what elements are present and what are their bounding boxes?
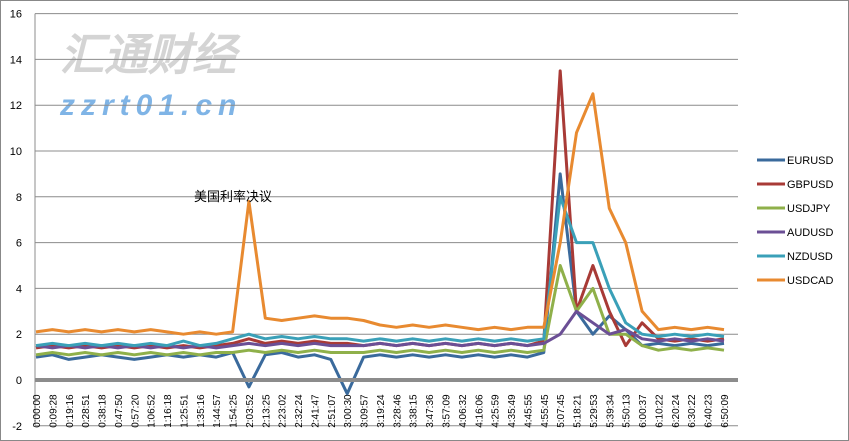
x-tick-label: 6:50:09 <box>720 394 731 428</box>
x-tick-label: 5:29:53 <box>589 394 600 428</box>
x-tick-label: 1:35:16 <box>196 394 207 428</box>
legend-label: USDCAD <box>787 275 834 287</box>
x-tick-label: 4:06:32 <box>458 394 469 428</box>
x-tick-label: 1:16:18 <box>163 394 174 428</box>
x-tick-label: 5:18:21 <box>573 394 584 428</box>
x-tick-label: 6:00:37 <box>638 394 649 428</box>
y-tick-label: 0 <box>16 375 22 387</box>
x-tick-label: 1:25:51 <box>179 394 190 428</box>
y-tick-label: 12 <box>10 100 22 112</box>
legend-label: NZDUSD <box>787 251 833 263</box>
x-tick-label: 3:00:30 <box>343 394 354 428</box>
x-tick-label: 1:54:25 <box>229 394 240 428</box>
y-tick-label: 16 <box>10 9 22 21</box>
series-line-nzdusd <box>35 195 725 348</box>
x-tick-label: 2:32:24 <box>294 394 305 428</box>
x-tick-label: 6:40:23 <box>704 394 715 428</box>
x-tick-label: 0:28:51 <box>81 394 92 428</box>
x-tick-label: 4:45:55 <box>523 394 534 428</box>
x-tick-label: 4:35:49 <box>507 394 518 428</box>
y-tick-label: 14 <box>10 54 22 66</box>
x-tick-label: 5:39:34 <box>605 394 616 428</box>
y-tick-label: -2 <box>12 421 22 433</box>
y-tick-label: 6 <box>16 238 22 250</box>
x-tick-label: 0:09:28 <box>48 394 59 428</box>
series-line-audusd <box>35 309 725 350</box>
x-tick-label: 5:50:13 <box>622 394 633 428</box>
legend-label: USDJPY <box>787 203 831 215</box>
x-tick-label: 6:20:24 <box>671 394 682 428</box>
x-tick-label: 6:10:22 <box>654 394 665 428</box>
x-tick-label: 6:30:22 <box>687 394 698 428</box>
x-tick-label: 5:07:45 <box>556 394 567 428</box>
legend-label: GBPUSD <box>787 179 834 191</box>
x-tick-label: 0:19:16 <box>65 394 76 428</box>
x-tick-label: 3:28:46 <box>392 394 403 428</box>
x-tick-label: 4:16:06 <box>474 394 485 428</box>
x-tick-label: 0:00:00 <box>32 394 43 428</box>
x-tick-label: 0:38:18 <box>98 394 109 428</box>
x-axis <box>35 378 738 382</box>
y-tick-label: 2 <box>16 329 22 341</box>
x-tick-label: 3:09:57 <box>360 394 371 428</box>
x-tick-label: 3:19:24 <box>376 394 387 428</box>
x-tick-label: 3:38:15 <box>409 394 420 428</box>
annotation-us-rate-decision: 美国利率决议 <box>194 189 272 204</box>
x-tick-label: 4:55:45 <box>540 394 551 428</box>
watermark: 汇通财经 zzrt01.cn <box>59 31 241 122</box>
x-tick-label: 2:03:52 <box>245 394 256 428</box>
x-tick-label: 4:25:59 <box>491 394 502 428</box>
legend-label: AUDUSD <box>787 227 834 239</box>
series-line-eurusd <box>35 172 725 396</box>
series-line-usdcad <box>35 92 725 336</box>
x-tick-label: 2:41:47 <box>310 394 321 428</box>
x-tick-label: 1:06:52 <box>147 394 158 428</box>
x-tick-label: 1:44:57 <box>212 394 223 428</box>
x-tick-label: 3:57:09 <box>442 394 453 428</box>
x-tick-label: 0:57:20 <box>130 394 141 428</box>
y-tick-label: 10 <box>10 146 22 158</box>
y-tick-label: 4 <box>16 283 22 295</box>
x-tick-label: 2:13:25 <box>261 394 272 428</box>
x-tick-label: 2:23:02 <box>278 394 289 428</box>
x-tick-label: 0:47:50 <box>114 394 125 428</box>
x-tick-label: 3:47:36 <box>425 394 436 428</box>
y-tick-label: 8 <box>16 192 22 204</box>
watermark-text-cn: 汇通财经 <box>60 31 241 80</box>
legend-label: EURUSD <box>787 155 834 167</box>
x-tick-label: 2:51:07 <box>327 394 338 428</box>
